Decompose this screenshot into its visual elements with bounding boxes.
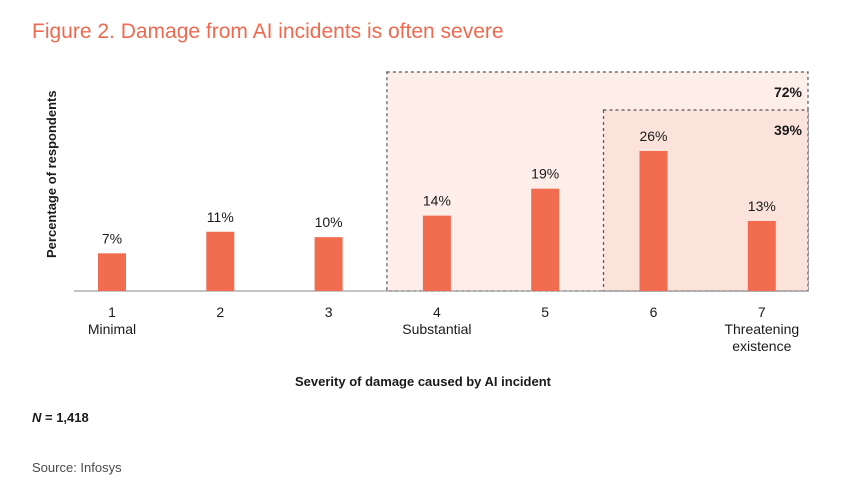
value-label-4: 14% <box>423 193 451 209</box>
bar-2 <box>206 231 235 291</box>
category-label-6: 6 <box>584 304 724 321</box>
tick-label: 1 <box>108 304 116 320</box>
sample-size-note: N = 1,418 <box>32 410 89 425</box>
x-axis-label: Severity of damage caused by AI incident <box>295 374 551 389</box>
tick-sublabel: Substantial <box>402 321 472 337</box>
value-label-1: 7% <box>102 230 122 246</box>
category-label-4: 4 Substantial <box>367 304 507 338</box>
highlight-label-2: 39% <box>774 122 803 138</box>
highlight-label-1: 72% <box>774 84 803 100</box>
category-label-5: 5 <box>475 304 615 321</box>
bar-3 <box>314 237 343 291</box>
bar-7 <box>747 221 776 291</box>
tick-sublabel: Threatening existence <box>724 321 800 354</box>
category-label-7: 7 Threatening existence <box>692 304 832 355</box>
value-label-2: 11% <box>207 209 234 225</box>
sample-size-symbol: N <box>32 410 42 425</box>
tick-label: 6 <box>649 304 658 320</box>
value-label-3: 10% <box>315 214 343 230</box>
value-label-6: 26% <box>639 128 667 144</box>
tick-label: 4 <box>432 304 441 320</box>
tick-label: 7 <box>757 304 766 320</box>
tick-label: 3 <box>324 304 333 320</box>
category-label-3: 3 <box>259 304 399 321</box>
tick-sublabel: Minimal <box>87 321 137 337</box>
chart-title: Figure 2. Damage from AI incidents is of… <box>32 20 504 43</box>
tick-label: 5 <box>541 304 550 320</box>
category-label-1: 1 Minimal <box>42 304 182 338</box>
bar-4 <box>422 215 451 291</box>
tick-label: 2 <box>216 304 225 320</box>
source-note: Source: Infosys <box>32 460 122 475</box>
bar-1 <box>98 253 126 291</box>
category-label-2: 2 <box>150 304 290 321</box>
y-axis-label: Percentage of respondents <box>44 90 59 258</box>
bar-6 <box>639 151 668 291</box>
bar-5 <box>531 188 560 291</box>
value-label-7: 13% <box>748 198 776 214</box>
value-label-5: 19% <box>531 166 559 182</box>
sample-size-value: = 1,418 <box>41 410 89 425</box>
